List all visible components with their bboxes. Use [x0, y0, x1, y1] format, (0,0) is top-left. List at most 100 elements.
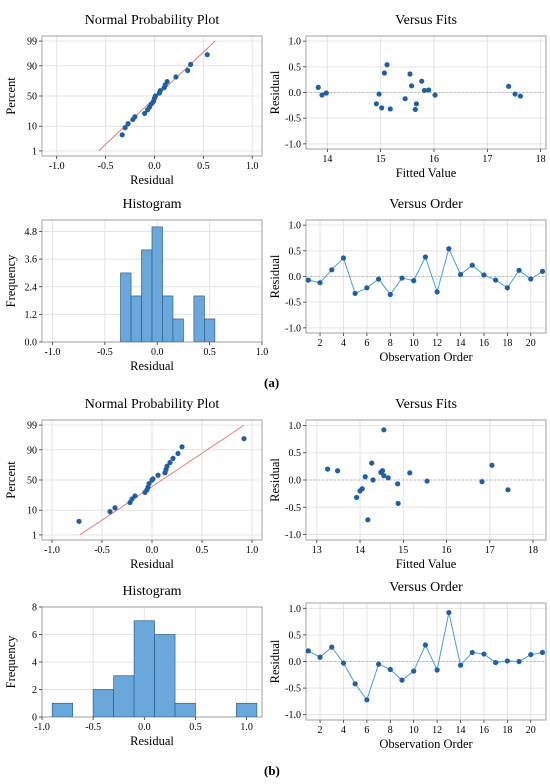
x-axis-label: Residual: [130, 359, 174, 373]
y-axis-label: Frequency: [4, 254, 18, 308]
x-axis-label: Residual: [130, 734, 174, 748]
x-tick-label: 0.0: [148, 161, 161, 172]
y-axis-label: Residual: [268, 639, 282, 683]
data-point: [469, 262, 475, 268]
y-tick-label: 1.0: [289, 221, 302, 232]
y-tick-label: 4: [32, 658, 37, 669]
data-point: [419, 78, 425, 84]
y-tick-label: -1.0: [285, 530, 301, 541]
data-point: [399, 275, 405, 281]
x-tick-label: 20: [526, 338, 536, 349]
data-point: [516, 658, 522, 665]
data-point: [164, 78, 170, 85]
x-tick-label: 0.5: [203, 347, 216, 358]
x-tick-label: -1.0: [45, 347, 61, 358]
x-tick-label: 1.0: [256, 347, 269, 358]
y-tick-label: 0.5: [289, 630, 302, 641]
data-point: [353, 494, 360, 501]
x-tick-label: 0.5: [197, 161, 210, 172]
histogram-bar: [204, 318, 216, 342]
data-point: [340, 255, 347, 261]
chart-title: Versus Order: [389, 580, 463, 595]
x-tick-label: 10: [409, 725, 419, 736]
data-point: [125, 121, 131, 127]
data-point: [457, 662, 464, 668]
x-tick-label: 0.0: [151, 347, 164, 358]
x-tick-label: 15: [398, 545, 408, 556]
y-tick-label: 50: [27, 476, 37, 487]
x-tick-label: 16: [479, 338, 489, 349]
data-point: [446, 609, 452, 616]
y-tick-label: -1.0: [285, 323, 301, 334]
y-tick-label: -1.0: [285, 139, 301, 150]
data-point: [132, 114, 138, 120]
x-axis-label: Residual: [130, 173, 174, 187]
data-point: [185, 67, 191, 74]
y-tick-label: 1.0: [289, 604, 302, 615]
data-point: [375, 661, 382, 667]
histogram-bar: [193, 295, 205, 342]
data-point: [379, 105, 385, 111]
y-tick-label: 10: [27, 122, 37, 133]
y-tick-label: 2: [32, 685, 37, 696]
histogram-bar: [141, 249, 153, 342]
data-point: [395, 500, 401, 507]
data-point: [142, 110, 148, 117]
data-point: [412, 106, 418, 113]
y-tick-label: 2.4: [25, 282, 38, 293]
x-tick-label: 17: [485, 545, 495, 556]
chart-panel: -1.0 -0.5 0.0 0.5 1.0 0.0 1.2 2.4 3.6 4.8 Histogra…: [4, 197, 268, 373]
data-point: [157, 88, 163, 94]
histogram-bar: [92, 689, 114, 717]
data-point: [373, 101, 379, 107]
data-point: [323, 90, 329, 96]
plot-area: [76, 424, 247, 536]
data-point: [167, 459, 173, 466]
y-tick-label: 90: [27, 61, 37, 72]
x-tick-label: 4: [341, 338, 346, 349]
x-tick-label: 2: [318, 725, 323, 736]
data-point: [122, 125, 128, 131]
data-point: [512, 91, 518, 97]
data-point: [119, 132, 125, 138]
x-tick-label: -1.0: [34, 722, 50, 733]
data-point: [362, 474, 368, 480]
data-point: [381, 473, 387, 479]
x-tick-label: 18: [536, 154, 546, 165]
x-tick-label: 0.5: [189, 722, 202, 733]
x-axis-label: Residual: [130, 557, 174, 571]
y-tick-label: 4.8: [25, 227, 38, 238]
data-point: [132, 493, 138, 499]
data-point: [179, 444, 185, 450]
x-axis-label: Observation Order: [379, 737, 473, 751]
data-point: [175, 450, 181, 457]
x-axis-label: Observation Order: [379, 350, 473, 364]
data-point: [387, 291, 393, 298]
data-point: [352, 290, 358, 297]
chart-panel: 13 14 15 16 17 18 -1.0 -0.5 0.0 0.5 1.0 Versus Fits…: [268, 397, 547, 571]
y-tick-label: 1.2: [25, 310, 38, 321]
x-tick-label: 14: [355, 545, 365, 556]
data-point: [241, 436, 247, 442]
y-tick-label: -0.5: [285, 298, 301, 309]
figure-label-a: (a): [264, 375, 280, 390]
histogram-bar: [51, 702, 74, 717]
y-tick-label: 0.5: [289, 62, 302, 73]
chart-title: Histogram: [122, 584, 181, 599]
data-point: [340, 660, 347, 666]
data-point: [319, 92, 325, 98]
y-tick-label: -0.5: [285, 503, 301, 514]
x-tick-label: 0.0: [138, 722, 151, 733]
y-tick-label: 99: [27, 37, 37, 48]
data-point: [539, 649, 546, 656]
y-tick-label: 90: [27, 445, 37, 456]
data-point: [395, 481, 401, 487]
chart-title: Versus Fits: [395, 13, 457, 28]
histogram-bar: [236, 702, 258, 717]
data-point: [365, 517, 371, 523]
x-tick-label: 8: [388, 338, 393, 349]
x-tick-label: 14: [322, 154, 332, 165]
data-point: [364, 697, 370, 703]
reference-line: [79, 424, 245, 536]
